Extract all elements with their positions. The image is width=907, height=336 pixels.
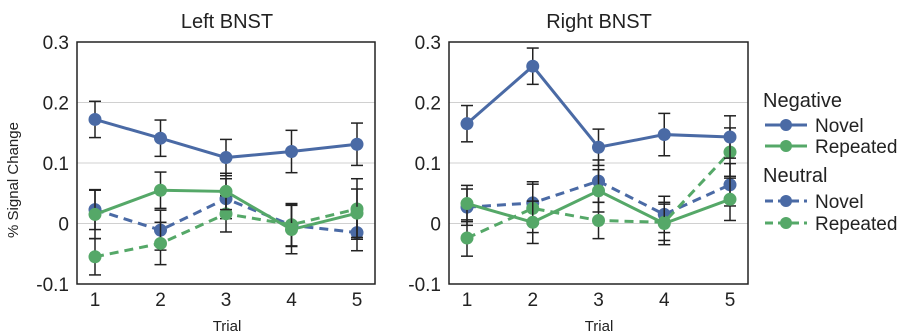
y-tick-label: 0.2 (43, 94, 69, 115)
data-point (460, 197, 474, 211)
x-tick-label: 2 (527, 290, 538, 311)
panel-right-bnst: Right BNST Trial -0.1 0 0.1 0.2 0.3 1 2 3 4 5 (408, 11, 749, 335)
data-point (592, 213, 605, 227)
y-tick-label: 0 (430, 215, 441, 236)
legend-label: Novel (815, 116, 864, 137)
data-point (154, 131, 167, 145)
data-point (592, 184, 605, 198)
series-negative-novel (88, 100, 364, 177)
data-point (88, 250, 102, 264)
data-point (154, 183, 167, 197)
data-point (723, 130, 737, 144)
data-point (723, 192, 737, 206)
y-tick-label: 0.3 (43, 33, 69, 54)
data-point (285, 223, 298, 237)
x-tick-label: 3 (221, 290, 232, 311)
x-tick-label: 4 (659, 290, 670, 311)
x-tick-label: 5 (352, 290, 363, 311)
plot-frame (448, 41, 749, 285)
panel-left-bnst: Left BNST % Signal Change Trial -0.1 0 0.1… (5, 11, 376, 335)
data-point (460, 231, 474, 245)
y-tick-label: -0.1 (36, 275, 69, 296)
x-tick-label: 1 (462, 290, 473, 311)
legend-label: Repeated (815, 137, 897, 158)
legend: Negative Novel Repeated Neutral (763, 90, 897, 235)
x-tick-label: 4 (286, 290, 297, 311)
data-point (657, 217, 671, 230)
series-negative-novel (460, 47, 737, 167)
x-axis-label: Trial (213, 318, 242, 335)
data-point (219, 207, 233, 221)
data-point (219, 184, 233, 198)
data-point (526, 59, 540, 73)
legend-marker-neutral-repeated (780, 217, 792, 229)
data-point (592, 140, 605, 154)
x-tick-label: 5 (725, 290, 736, 311)
data-point (154, 236, 167, 250)
data-point (460, 117, 474, 131)
x-tick-label: 1 (90, 290, 101, 311)
data-point (88, 112, 102, 126)
y-axis-label: % Signal Change (5, 122, 22, 238)
y-tick-label: 0.3 (415, 33, 441, 54)
data-point (219, 151, 233, 165)
legend-marker-negative-novel (780, 119, 792, 131)
plot-frame (76, 41, 376, 285)
data-point (350, 206, 364, 220)
legend-label: Repeated (815, 214, 897, 235)
chart-title: Right BNST (546, 11, 652, 33)
legend-label: Novel (815, 192, 864, 213)
series-negative-repeated (88, 171, 364, 255)
legend-group-title: Negative (763, 90, 842, 112)
y-tick-label: 0.1 (43, 154, 69, 175)
legend-marker-negative-repeated (780, 140, 792, 152)
y-tick-label: 0.2 (415, 94, 441, 115)
y-tick-label: -0.1 (408, 275, 441, 296)
x-tick-label: 2 (155, 290, 166, 311)
data-point (350, 137, 364, 151)
y-tick-label: 0.1 (415, 154, 441, 175)
data-point (657, 128, 671, 142)
legend-marker-neutral-novel (780, 195, 792, 207)
y-tick-label: 0 (58, 215, 69, 236)
data-point (526, 215, 540, 229)
x-axis-label: Trial (585, 318, 614, 335)
x-tick-label: 3 (593, 290, 604, 311)
data-point (285, 145, 298, 159)
legend-group-title: Neutral (763, 165, 827, 187)
chart-title: Left BNST (181, 11, 273, 33)
data-point (88, 207, 102, 221)
series-negative-repeated (460, 168, 737, 246)
